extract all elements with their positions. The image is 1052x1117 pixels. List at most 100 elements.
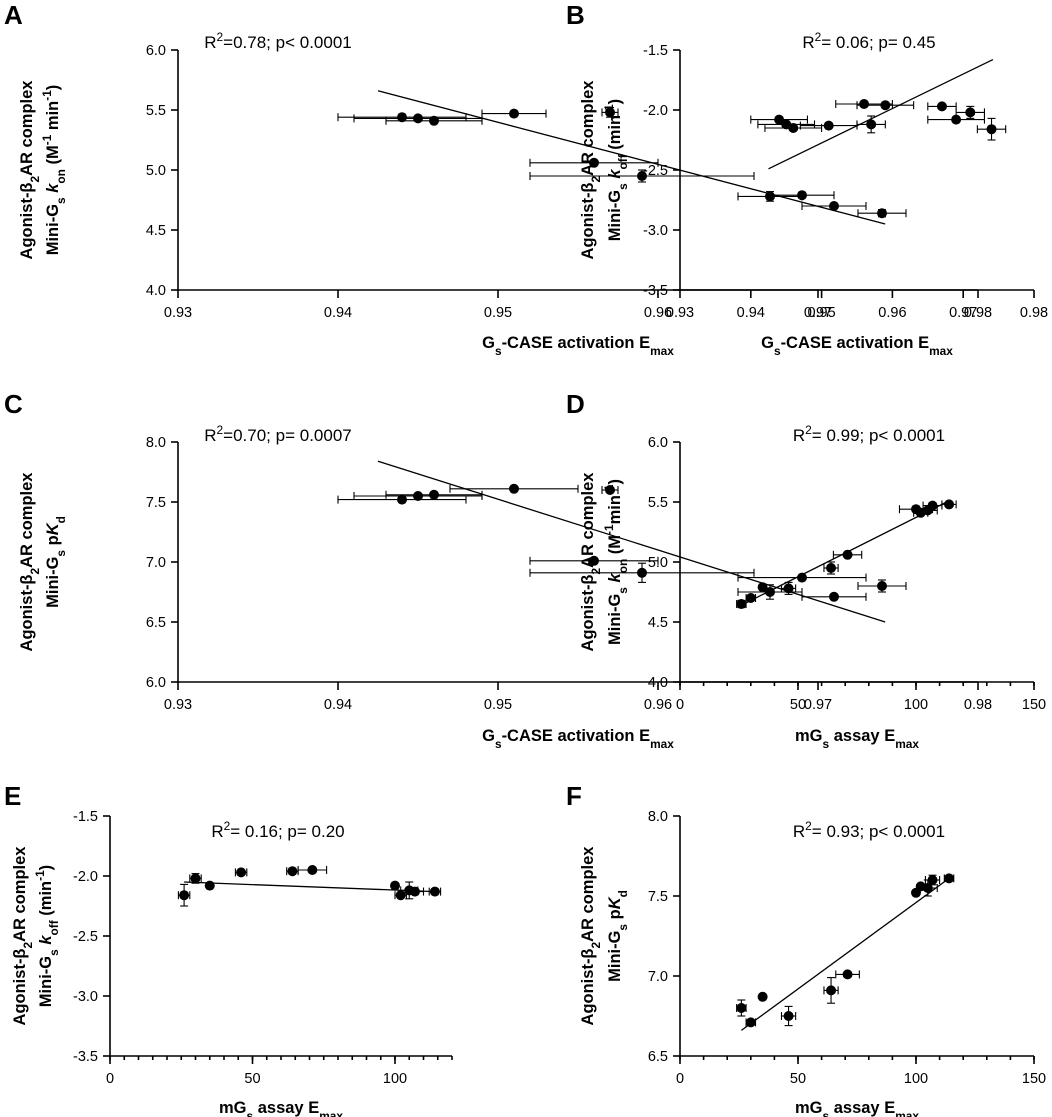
data-marker xyxy=(797,190,807,201)
x-tick-label: 100 xyxy=(904,697,928,713)
data-point xyxy=(601,485,619,495)
data-point xyxy=(856,100,915,111)
y-tick-label: 6.0 xyxy=(146,43,166,59)
data-marker xyxy=(757,582,768,593)
data-point xyxy=(385,115,483,126)
data-point xyxy=(750,114,808,125)
y-axis-label-line1: Agonist-β2AR complex xyxy=(18,472,42,652)
data-point xyxy=(189,873,202,884)
y-axis-label-line2: Mini-Gs koff (min-1) xyxy=(33,865,61,1007)
y-tick-label: 4.0 xyxy=(146,283,166,299)
x-tick-label: 0.95 xyxy=(484,305,512,321)
y-tick-label: -2.0 xyxy=(643,103,668,119)
y-axis-label-line1: Agonist-β2AR complex xyxy=(579,846,603,1026)
x-tick-label: 0.98 xyxy=(964,697,992,713)
data-point xyxy=(757,119,816,130)
data-marker xyxy=(397,112,407,123)
data-point xyxy=(286,866,299,877)
data-point xyxy=(927,114,985,125)
data-marker xyxy=(429,886,440,897)
data-point xyxy=(780,581,797,595)
data-marker xyxy=(236,867,247,878)
y-axis-label-line1: Agonist-β2AR complex xyxy=(18,80,42,260)
data-point xyxy=(856,115,886,134)
y-tick-label: -1.5 xyxy=(73,809,98,825)
x-tick-label: 0.94 xyxy=(324,305,352,321)
x-tick-label: 0.94 xyxy=(324,697,352,713)
x-tick-label: 0 xyxy=(676,1071,684,1087)
data-marker xyxy=(783,1011,794,1021)
y-tick-label: -2.0 xyxy=(73,869,98,885)
regression-line xyxy=(377,90,886,225)
data-marker xyxy=(179,890,190,901)
y-tick-label: 6.0 xyxy=(146,675,166,691)
data-marker xyxy=(287,866,298,877)
x-tick-label: 50 xyxy=(790,697,806,713)
data-point xyxy=(955,105,985,119)
panel-c: C R2=0.70; p= 0.0007 6.0 6.5 7.0 7.5 8.0 0.93 0.… xyxy=(4,389,992,751)
data-marker xyxy=(944,499,955,510)
y-axis-label-line2: Mini-Gs pKd xyxy=(606,890,630,982)
y-axis-label-line1: Agonist-β2AR complex xyxy=(579,472,603,652)
panel-f: F R2= 0.93; p< 0.0001 6.5 7.0 7.5 8.0 0 50 100 15… xyxy=(566,781,1046,1117)
data-point xyxy=(337,112,467,123)
data-point xyxy=(737,572,867,583)
data-marker xyxy=(204,880,215,891)
y-tick-label: 4.5 xyxy=(146,223,166,239)
x-tick-label: 0.96 xyxy=(644,697,672,713)
panel-letter: A xyxy=(4,0,23,30)
data-point xyxy=(835,99,893,109)
data-point xyxy=(337,494,467,505)
data-marker xyxy=(783,583,794,594)
data-marker xyxy=(390,880,400,891)
panel-e: E R2= 0.16; p= 0.20 -3.5 -3.0 -2.5 -2.0 -1.5 0 5… xyxy=(4,781,453,1117)
r-squared-label: R2= 0.93; p< 0.0001 xyxy=(793,819,945,841)
data-point xyxy=(823,977,839,1004)
x-tick-label: 0 xyxy=(106,1071,114,1087)
y-tick-label: 6.0 xyxy=(648,435,668,451)
data-marker xyxy=(429,489,439,500)
data-marker xyxy=(429,115,439,126)
data-marker xyxy=(509,483,519,494)
data-point xyxy=(529,555,659,566)
data-point xyxy=(780,1005,797,1027)
data-point xyxy=(390,880,400,891)
panel-d: D R2= 0.99; p< 0.0001 4.0 4.5 5.0 5.5 6.0 0 50 10… xyxy=(566,389,1046,751)
data-marker xyxy=(413,491,423,501)
data-marker xyxy=(829,201,839,211)
data-point xyxy=(757,991,768,1002)
y-tick-label: 4.0 xyxy=(648,675,668,691)
x-axis-label: Gs-CASE activation Emax xyxy=(761,334,953,358)
x-tick-label: 50 xyxy=(244,1071,260,1087)
data-marker xyxy=(927,500,938,511)
x-tick-label: 0.96 xyxy=(644,305,672,321)
data-marker xyxy=(774,114,785,125)
x-tick-label: 100 xyxy=(383,1071,407,1087)
data-point xyxy=(428,886,442,897)
data-marker xyxy=(589,157,599,168)
x-tick-label: 150 xyxy=(1022,697,1046,713)
data-marker xyxy=(986,124,997,135)
y-tick-label: 7.0 xyxy=(648,969,668,985)
data-marker xyxy=(859,99,870,109)
data-point xyxy=(234,867,248,878)
x-tick-label: 0.95 xyxy=(807,305,835,321)
data-marker xyxy=(880,100,891,111)
data-point xyxy=(405,886,425,897)
data-point xyxy=(529,157,659,168)
x-tick-label: 0.93 xyxy=(164,697,192,713)
x-tick-label: 0.98 xyxy=(964,305,992,321)
data-marker xyxy=(413,113,423,124)
x-tick-label: 0.93 xyxy=(164,305,192,321)
data-marker xyxy=(307,865,318,875)
data-marker xyxy=(829,591,839,602)
regression-line xyxy=(740,877,950,1031)
y-tick-label: -3.5 xyxy=(643,283,668,299)
y-tick-label: 8.0 xyxy=(648,809,668,825)
panel-b: B R2= 0.06; p= 0.45 -3.5 -3.0 -2.5 -2.0 -1.5 0.… xyxy=(566,0,1048,358)
regression-line xyxy=(377,460,886,623)
data-marker xyxy=(866,119,877,130)
x-tick-label: 50 xyxy=(790,1071,806,1087)
data-marker xyxy=(409,886,420,897)
y-tick-label: 5.0 xyxy=(146,163,166,179)
